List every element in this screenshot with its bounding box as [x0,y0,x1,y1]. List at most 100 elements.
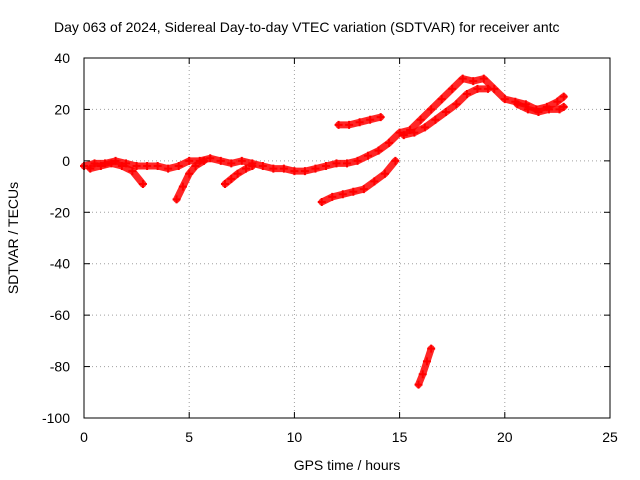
data-point [338,190,347,199]
data-point [452,100,461,109]
plot-frame [83,57,611,419]
x-tick-label: 5 [185,429,193,445]
data-point [553,97,562,106]
data-point [376,113,385,122]
series-arc-8 [399,84,492,140]
data-point [279,164,288,173]
data-point [206,154,215,163]
grid-lines [84,58,610,418]
series-arc-2 [86,159,147,188]
data-point [414,380,423,389]
data-point [233,169,242,178]
data-point [416,115,425,124]
data-point [343,159,351,168]
data-point [199,156,208,165]
data-point [370,177,379,186]
data-point [555,105,564,114]
data-point [185,169,194,178]
data-point [216,156,225,165]
x-tick-label: 20 [497,429,513,445]
data-point [427,105,436,114]
data-point [132,162,141,170]
data-point [321,162,330,170]
data-point [242,164,251,173]
data-point [353,156,362,165]
data-point [420,123,429,132]
series-arc-1 [80,74,568,176]
data-point [391,156,400,165]
data-point [178,182,187,191]
data-point [559,102,568,111]
data-point [355,118,364,127]
y-tick-label: 40 [54,50,70,66]
series-line [80,75,568,175]
series-arc-6 [317,156,400,206]
y-tick-label: -20 [50,204,70,220]
data-point [431,115,440,124]
data-point [332,159,341,168]
data-point [237,156,246,165]
data-point [513,100,522,109]
series-arc-5 [334,113,385,129]
data-point [473,84,482,93]
data-point [164,164,173,173]
series-arc-4 [220,162,257,188]
data-point [349,187,358,196]
data-point [227,159,236,168]
data-point [128,167,137,176]
data-point [385,138,394,147]
data-point [469,77,478,86]
data-point [138,180,147,188]
data-point [500,95,509,104]
y-tick-label: -40 [50,256,70,272]
data-point [269,164,278,173]
data-point [448,84,457,93]
series-arc-7 [414,344,436,389]
data-point [364,151,373,160]
data-point [366,115,375,124]
data-point [317,198,326,206]
data-point [174,162,183,170]
data-point [345,120,354,129]
y-tick-label: 20 [54,101,70,117]
y-tick-label: -80 [50,359,70,375]
data-series [80,74,568,389]
data-point [462,90,471,98]
chart-title: Day 063 of 2024, Sidereal Day-to-day VTE… [54,19,560,35]
data-point [410,128,419,137]
data-point [534,108,543,116]
y-tick-label: -100 [42,410,70,426]
data-point [227,174,236,183]
x-tick-label: 0 [80,429,88,445]
series-arc-9 [513,100,568,116]
x-axis-label: GPS time / hours [294,457,401,473]
data-point [437,95,446,104]
data-point [479,74,488,83]
y-tick-label: 0 [62,153,70,169]
series-arc-3 [172,156,208,204]
data-point [290,167,299,176]
data-point [399,131,408,140]
data-point [220,180,229,188]
data-point [334,120,343,129]
data-point [258,162,267,170]
data-point [248,162,257,170]
data-point [559,92,568,101]
data-point [422,357,431,366]
x-tick-label: 15 [392,429,408,445]
y-axis-label: SDTVAR / TECUs [5,182,21,294]
data-point [380,169,389,178]
data-point [153,162,162,170]
data-point [418,370,427,379]
data-point [117,162,126,170]
data-point [300,167,309,176]
x-tick-label: 25 [602,429,618,445]
series-line [415,345,435,389]
data-point [544,105,553,114]
data-point [172,195,181,204]
y-tick-label: -60 [50,307,70,323]
data-point [86,164,95,173]
data-point [523,105,532,114]
